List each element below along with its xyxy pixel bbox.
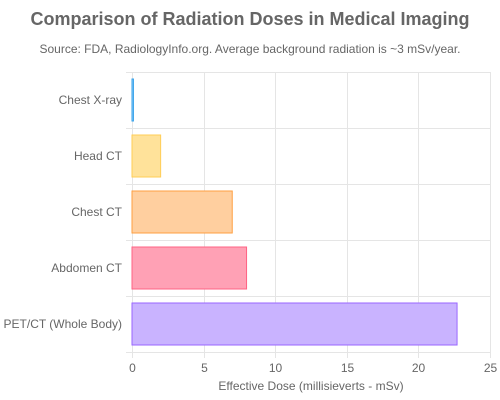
- bar-pet-ct-whole-body: [131, 302, 458, 346]
- x-axis-title: Effective Dose (millisieverts - mSv): [218, 379, 403, 393]
- y-tick-label: Chest X-ray: [59, 93, 122, 107]
- y-tick-label: Abdomen CT: [51, 261, 122, 275]
- x-tick-label: 25: [484, 361, 498, 375]
- y-tick-label: Chest CT: [71, 205, 122, 219]
- bar-chest-x-ray: [131, 78, 134, 122]
- y-tick-label: PET/CT (Whole Body): [4, 317, 122, 331]
- x-tick-label: 10: [269, 361, 283, 375]
- bar-abdomen-ct: [131, 246, 248, 290]
- bar-head-ct: [131, 134, 162, 178]
- x-tick-label: 5: [201, 361, 208, 375]
- x-tick-label: 0: [129, 361, 136, 375]
- bar-chest-ct: [131, 190, 233, 234]
- y-tick-label: Head CT: [74, 149, 123, 163]
- x-tick-label: 15: [341, 361, 355, 375]
- x-tick-label: 20: [412, 361, 426, 375]
- chart-subtitle: Source: FDA, RadiologyInfo.org. Average …: [39, 42, 461, 56]
- chart-title: Comparison of Radiation Doses in Medical…: [30, 9, 470, 29]
